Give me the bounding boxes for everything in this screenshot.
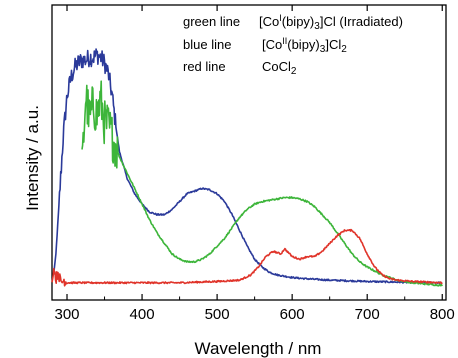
series-line-2 xyxy=(81,80,443,287)
legend-formula: [CoII(bipy)3]Cl2 xyxy=(262,36,347,55)
legend-formula: CoCl2 xyxy=(262,59,297,77)
legend: green line [CoI(bipy)3]Cl (Irradiated) blu… xyxy=(183,13,403,77)
series-line-3 xyxy=(51,228,443,287)
x-axis-ticks: 300 400 500 600 700 800 xyxy=(54,5,455,323)
x-tick-label: 700 xyxy=(355,306,380,323)
legend-label: green line xyxy=(183,14,240,29)
x-tick-label: 800 xyxy=(430,306,455,323)
x-tick-label: 500 xyxy=(205,306,230,323)
x-tick-label: 600 xyxy=(280,306,305,323)
x-tick-label: 300 xyxy=(54,306,79,323)
plot-area xyxy=(51,4,447,301)
plot-frame xyxy=(51,4,447,301)
x-axis-label: Wavelength / nm xyxy=(195,339,322,358)
series-line-1 xyxy=(52,48,443,285)
legend-formula: [CoI(bipy)3]Cl (Irradiated) xyxy=(259,13,403,32)
y-axis-label: Intensity / a.u. xyxy=(23,105,42,211)
legend-label: blue line xyxy=(183,37,231,52)
x-tick-label: 400 xyxy=(130,306,155,323)
legend-label: red line xyxy=(183,59,226,74)
series-lines xyxy=(51,48,443,287)
